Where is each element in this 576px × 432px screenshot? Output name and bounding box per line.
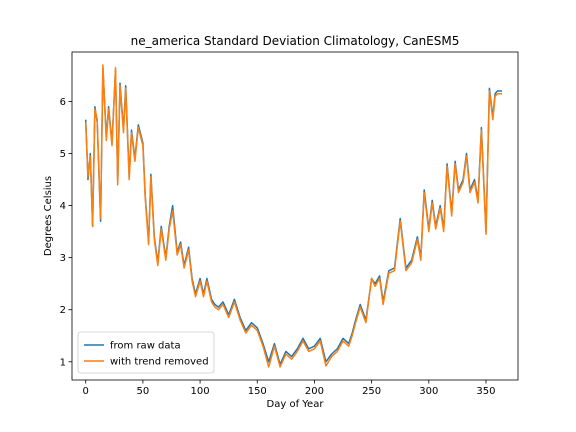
y-tick-label: 3	[60, 253, 66, 264]
x-tick-label: 150	[248, 386, 267, 397]
series-line-detrended	[84, 64, 502, 368]
series-line-raw	[84, 66, 502, 366]
y-tick-label: 4	[60, 201, 66, 212]
y-tick-label: 1	[60, 357, 66, 368]
y-tick-label: 5	[60, 149, 66, 160]
x-tick-label: 350	[476, 386, 495, 397]
x-axis-label: Day of Year	[267, 399, 325, 410]
legend: from raw data with trend removed	[77, 331, 215, 374]
y-tick-label: 6	[60, 97, 66, 108]
x-tick-label: 200	[305, 386, 324, 397]
y-axis: 1 2 3 4 5 6	[60, 97, 72, 368]
series-layer	[84, 64, 502, 368]
x-tick-label: 300	[419, 386, 438, 397]
legend-label: from raw data	[110, 341, 181, 352]
x-axis: 0 50 100 150 200 250 300 350	[83, 380, 496, 397]
x-tick-label: 0	[83, 386, 89, 397]
x-tick-label: 50	[137, 386, 150, 397]
y-axis-label: Degrees Celsius	[43, 176, 54, 256]
x-tick-label: 100	[191, 386, 210, 397]
y-tick-label: 2	[60, 305, 66, 316]
chart-title: ne_america Standard Deviation Climatolog…	[131, 34, 460, 48]
legend-box	[77, 331, 215, 374]
plot-frame	[71, 51, 519, 381]
legend-label: with trend removed	[110, 357, 209, 368]
x-tick-label: 250	[362, 386, 381, 397]
